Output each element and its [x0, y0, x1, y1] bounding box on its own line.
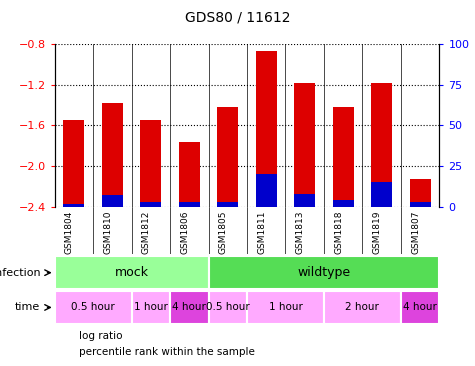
- Bar: [209, 291, 247, 324]
- Text: GSM1805: GSM1805: [219, 210, 228, 254]
- Text: GDS80 / 11612: GDS80 / 11612: [185, 11, 290, 25]
- Bar: [409, 179, 431, 207]
- Bar: [217, 202, 238, 207]
- Bar: [256, 174, 277, 207]
- Bar: [332, 107, 354, 207]
- Bar: [132, 291, 170, 324]
- Text: 4 hour: 4 hour: [403, 302, 437, 313]
- Bar: [371, 182, 392, 207]
- Bar: [55, 291, 132, 324]
- Bar: [179, 202, 200, 207]
- Bar: [247, 291, 324, 324]
- Text: 0.5 hour: 0.5 hour: [206, 302, 250, 313]
- Bar: [55, 256, 209, 289]
- Text: percentile rank within the sample: percentile rank within the sample: [79, 347, 255, 357]
- Bar: [294, 83, 315, 207]
- Text: GSM1807: GSM1807: [411, 210, 420, 254]
- Text: 1 hour: 1 hour: [134, 302, 168, 313]
- Bar: [324, 291, 401, 324]
- Text: 1 hour: 1 hour: [268, 302, 303, 313]
- Bar: [401, 291, 439, 324]
- Bar: [294, 194, 315, 207]
- Text: mock: mock: [114, 266, 149, 279]
- Text: GSM1806: GSM1806: [180, 210, 189, 254]
- Bar: [217, 107, 238, 207]
- Bar: [371, 83, 392, 207]
- Bar: [63, 120, 85, 207]
- Bar: [209, 256, 439, 289]
- Text: GSM1812: GSM1812: [142, 210, 151, 254]
- Bar: [140, 202, 162, 207]
- Text: 0.5 hour: 0.5 hour: [71, 302, 115, 313]
- Text: time: time: [15, 302, 40, 313]
- Bar: [102, 195, 123, 207]
- Bar: [409, 202, 431, 207]
- Text: GSM1819: GSM1819: [373, 210, 382, 254]
- Text: GSM1810: GSM1810: [104, 210, 113, 254]
- Text: GSM1813: GSM1813: [296, 210, 305, 254]
- Text: GSM1811: GSM1811: [257, 210, 266, 254]
- Bar: [63, 203, 85, 207]
- Text: GSM1818: GSM1818: [334, 210, 343, 254]
- Bar: [102, 103, 123, 207]
- Bar: [170, 291, 209, 324]
- Bar: [332, 200, 354, 207]
- Text: log ratio: log ratio: [79, 331, 123, 341]
- Text: wildtype: wildtype: [297, 266, 351, 279]
- Text: GSM1804: GSM1804: [65, 210, 74, 254]
- Bar: [140, 120, 162, 207]
- Bar: [256, 51, 277, 207]
- Text: infection: infection: [0, 268, 40, 278]
- Bar: [179, 142, 200, 207]
- Text: 2 hour: 2 hour: [345, 302, 380, 313]
- Text: 4 hour: 4 hour: [172, 302, 206, 313]
